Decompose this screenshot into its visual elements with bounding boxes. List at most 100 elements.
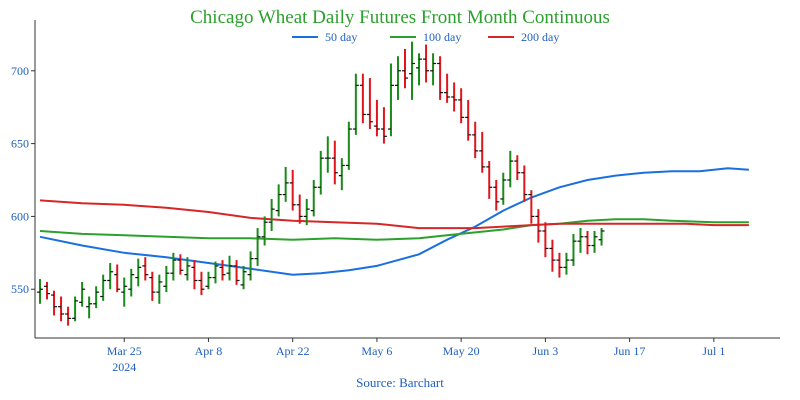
ohlc-bar [128,268,135,297]
x-tick-label: Apr 22 [276,344,310,358]
ohlc-bar [212,261,219,284]
ohlc-bar [163,265,170,293]
ohlc-bar [402,48,408,89]
chart-title: Chicago Wheat Daily Futures Front Month … [190,7,610,28]
ohlc-bar [324,136,331,173]
ohlc-bar [317,150,324,195]
ohlc-bar [465,99,472,141]
ohlc-bar [37,279,43,304]
ohlc-bar [451,82,458,112]
ohlc-bar [86,296,93,319]
ohlc-bar [268,198,275,231]
ohlc-bar [493,180,500,211]
ohlc-bar [366,78,373,130]
series-line-100-day [39,218,749,241]
y-axis-ticks: 550 600 650 700 [11,64,35,296]
ohlc-bar [156,274,163,304]
ohlc-bar [142,257,149,281]
ohlc-bar [331,140,338,185]
ohlc-bar [149,271,156,301]
legend-label: 50 day [325,30,357,44]
y-tick-label: 700 [11,64,29,78]
ohlc-bar [289,169,296,211]
ohlc-bar [556,252,563,278]
legend-label: 100 day [423,30,461,44]
ohlc-bar [121,277,128,307]
ohlc-bar [114,264,121,293]
x-tick-label: May 6 [361,344,392,358]
ohlc-bar [359,73,366,124]
x-tick-label: Jun 17 [614,344,646,358]
legend-item-100-day: 100 day [390,30,461,44]
ohlc-bar [528,190,535,224]
ohlc-bar [486,161,493,199]
ohlc-bar [444,73,451,103]
ohlc-bar [542,222,549,258]
ohlc-bars [37,41,605,326]
ohlc-bar [198,271,205,296]
ohlc-bar [380,107,387,144]
ohlc-bar [93,286,100,309]
ohlc-bar [338,158,345,191]
x-tick-label: Jul 1 [702,344,725,358]
ohlc-bar [409,41,416,100]
ohlc-bar [437,56,444,100]
ohlc-bar [254,228,261,266]
y-tick-label: 650 [11,137,29,151]
legend-item-200-day: 200 day [488,30,559,44]
ohlc-bar [205,271,212,290]
ohlc-bar [219,260,226,281]
ohlc-bar [261,216,268,246]
ohlc-bar [514,155,521,180]
ohlc-bar [591,230,598,253]
ohlc-bar [563,252,570,275]
ohlc-bar [394,56,401,100]
ohlc-bar [107,263,114,290]
x-tick-label: May 20 [443,344,480,358]
ohlc-bar [310,180,317,217]
series-line-50-day [39,167,749,276]
ohlc-bar [373,99,380,137]
ohlc-bar [507,150,514,188]
ohlc-bar [521,165,528,202]
ohlc-bar [577,228,584,253]
ohlc-bar [79,281,86,307]
ohlc-bar [296,194,303,224]
ohlc-bar [549,239,556,272]
ohlc-bar [535,209,542,243]
legend-item-50-day: 50 day [292,30,357,44]
ohlc-bar [177,254,184,275]
moving-average-lines [39,167,749,276]
ohlc-bar [65,306,72,326]
ohlc-bar [500,172,507,205]
ohlc-bar [72,296,79,322]
ohlc-bar [598,228,605,246]
ohlc-bar [135,258,142,287]
ohlc-bar [352,73,359,135]
ohlc-bar [479,131,486,173]
x-axis-ticks: Mar 25 2024 Apr 8 Apr 22 May 6 May 20 Jun 3 Jun… [107,338,725,374]
ohlc-bar [233,260,240,285]
ohlc-bar [345,121,352,170]
series-line-200-day [39,199,749,230]
ohlc-bar [191,260,198,290]
legend-label: 200 day [521,30,559,44]
x-tick-label: Mar 25 [107,344,142,358]
ohlc-bar [570,233,577,266]
y-tick-label: 600 [11,209,29,223]
ohlc-bar [100,274,107,301]
ohlc-bar [282,166,289,202]
ohlc-bar [458,88,465,124]
ohlc-bar [58,296,65,322]
ohlc-bar [303,198,310,226]
ohlc-bar [472,121,479,159]
ohlc-bar [184,257,191,281]
ohlc-bar [416,53,423,86]
ohlc-bar [423,44,430,83]
ohlc-bar [247,251,254,281]
y-tick-label: 550 [11,282,29,296]
x-tick-sublabel: 2024 [112,360,136,374]
ohlc-bar [226,255,233,281]
